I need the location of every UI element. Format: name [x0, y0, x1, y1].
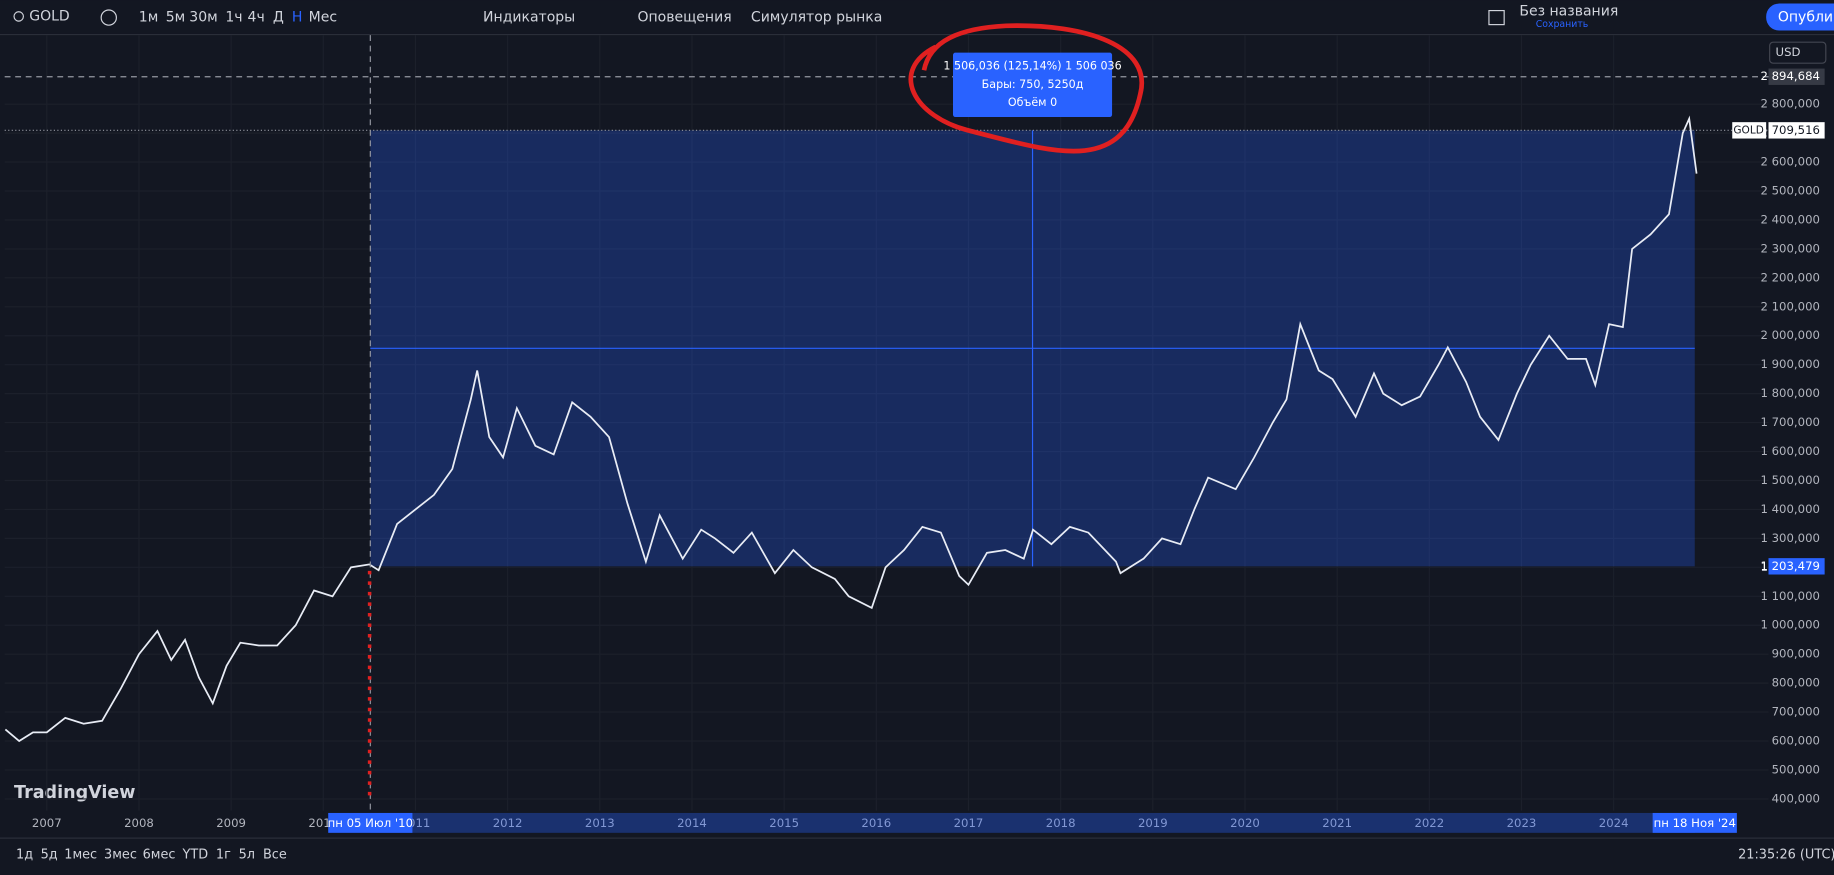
y-tick-label: 2 100,000: [1760, 299, 1819, 313]
layout-name[interactable]: Без названия: [1519, 4, 1618, 20]
x-tick-label: 2016: [861, 816, 891, 830]
watermark: TradingView: [14, 783, 135, 803]
x-tick-label: 2017: [954, 816, 984, 830]
save[interactable]: Сохранить: [1536, 19, 1589, 30]
y-tick-label: 1 300,000: [1760, 531, 1819, 545]
publish[interactable]: Опублико: [1778, 10, 1834, 26]
y-tick-label: 1 800,000: [1760, 386, 1819, 400]
y-tick-label: 1 000,000: [1760, 618, 1819, 632]
x-tick-label: 2018: [1046, 816, 1076, 830]
x-tick-label: 2024: [1599, 816, 1629, 830]
range-button: Все: [263, 848, 287, 863]
x-tick-label: 2013: [585, 816, 615, 830]
interval: 30м: [189, 10, 217, 26]
y-tick-label: 1 900,000: [1760, 357, 1819, 371]
red-circle: [908, 23, 1145, 154]
range-button: 6мес: [143, 848, 176, 863]
y-tick-label: 2 000,000: [1760, 328, 1819, 342]
end-date-label: пн 18 Ноя '24: [1654, 816, 1736, 830]
x-tick-label: 2009: [216, 816, 246, 830]
range-button: 5д: [41, 848, 58, 863]
symbol[interactable]: GOLD: [29, 8, 70, 24]
y-tick-label: 900,000: [1772, 647, 1820, 661]
y-tick-label: 800,000: [1772, 676, 1820, 690]
range-button: 1мес: [64, 848, 97, 863]
add-symbol[interactable]: [100, 9, 117, 26]
range-button: 3мес: [104, 848, 137, 863]
search-icon[interactable]: [13, 11, 24, 22]
y-tick-label: 2 600,000: [1760, 155, 1819, 169]
date-label-bg: [328, 812, 413, 833]
interval: Д: [273, 10, 284, 26]
x-tick-label: 2021: [1322, 816, 1352, 830]
range-button: 5л: [239, 848, 255, 863]
price-line: [4, 115, 1698, 743]
date-label-bg: [1652, 812, 1737, 833]
axis-label-bg: [1768, 558, 1825, 575]
x-tick-label: 2023: [1507, 816, 1537, 830]
top-toolbar: [0, 0, 1834, 34]
range-button: YTD: [182, 848, 209, 863]
x-tick-label: 2007: [32, 816, 62, 830]
axis-label-bg: [1768, 68, 1825, 85]
tooltip: [953, 52, 1113, 118]
x-tick-label: 2014: [677, 816, 707, 830]
tooltip-line: Бары: 750, 5250д: [982, 78, 1084, 91]
symbol-tag: GOLD: [1733, 124, 1763, 136]
y-tick-label: 1 500,000: [1760, 473, 1819, 487]
currency-box[interactable]: [1769, 41, 1827, 64]
y-tick-label: 1 700,000: [1760, 415, 1819, 429]
y-tick-label: 1 600,000: [1760, 444, 1819, 458]
interval: Мес: [309, 10, 337, 26]
y-tick-label: 700,000: [1772, 705, 1820, 719]
measure-low-label: 1 203,479: [1760, 559, 1819, 573]
interval: 4ч: [248, 10, 265, 26]
y-tick-label: 1 400,000: [1760, 502, 1819, 516]
x-tick-label: 2015: [769, 816, 799, 830]
symbol-tag-bg: [1732, 122, 1767, 139]
clock: 21:35:26 (UTC): [1738, 848, 1834, 863]
y-tick-label: 400,000: [1772, 791, 1820, 805]
y-tick-label: 2 400,000: [1760, 212, 1819, 226]
tooltip-line: Объём 0: [1008, 96, 1057, 109]
start-date-label: пн 05 Июл '10: [328, 816, 413, 830]
x-tick-label: 2008: [124, 816, 154, 830]
layout-icon[interactable]: [1488, 9, 1505, 26]
interval: Н: [292, 10, 303, 26]
alerts[interactable]: Оповещения: [637, 10, 731, 26]
x-tick-label: 2012: [493, 816, 523, 830]
y-tick-label: 2 800,000: [1760, 97, 1819, 111]
x-tick-label: 2020: [1230, 816, 1260, 830]
currency[interactable]: USD: [1776, 45, 1801, 59]
range-button: 1г: [216, 848, 231, 863]
interval: 1м: [139, 10, 159, 26]
x-tick-label: 2019: [1138, 816, 1168, 830]
range-button: 1д: [16, 848, 33, 863]
y-tick-label: 2 200,000: [1760, 270, 1819, 284]
crosshair-price-label: 2 894,684: [1760, 69, 1819, 83]
y-tick-label: 2 500,000: [1760, 184, 1819, 198]
x-tick-label: 2022: [1414, 816, 1444, 830]
last-price-label: 2 709,516: [1760, 123, 1819, 137]
axis-label-bg: [1768, 122, 1825, 139]
y-tick-label: 600,000: [1772, 734, 1820, 748]
publish-button[interactable]: [1766, 3, 1834, 31]
interval: 5м: [166, 10, 186, 26]
y-tick-label: 2 300,000: [1760, 241, 1819, 255]
interval: 1ч: [225, 10, 242, 26]
y-tick-label: 500,000: [1772, 762, 1820, 776]
indicators[interactable]: Индикаторы: [483, 10, 575, 26]
time-range-bg: [370, 812, 1695, 833]
replay[interactable]: Симулятор рынка: [751, 10, 882, 26]
y-tick-label: 1 100,000: [1760, 589, 1819, 603]
tooltip-line: 1 506,036 (125,14%) 1 506 036: [943, 60, 1121, 73]
